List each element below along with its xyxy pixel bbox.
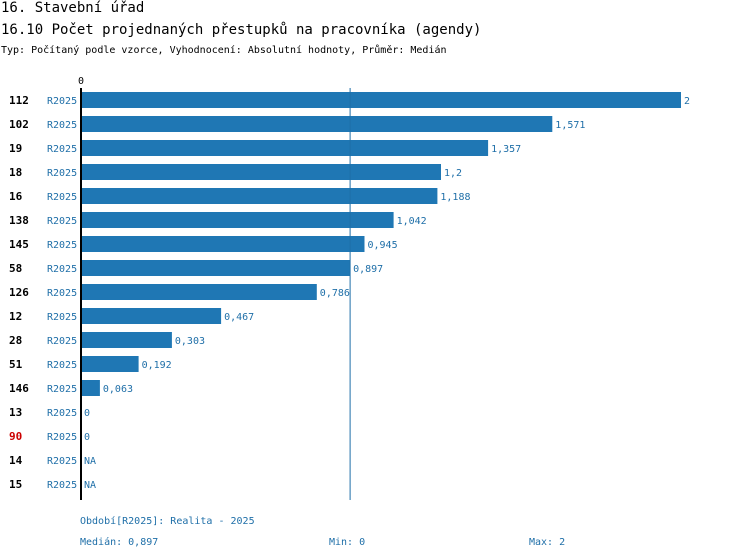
row-id-label: 12 [9, 310, 22, 323]
series-label: R2025 [47, 96, 77, 107]
row-id-label: 19 [9, 142, 22, 155]
row-id-label: 138 [9, 214, 29, 227]
value-label: 0,192 [142, 360, 172, 371]
value-label: 0 [84, 408, 90, 419]
value-label: 0,303 [175, 336, 205, 347]
bar [81, 188, 438, 204]
series-label: R2025 [47, 144, 77, 155]
series-label: R2025 [47, 480, 77, 491]
bar [81, 164, 441, 180]
bar [81, 92, 681, 108]
min-summary: Min: 0 [329, 537, 366, 548]
row-id-label: 28 [9, 334, 22, 347]
bar [81, 212, 394, 228]
series-label: R2025 [47, 312, 77, 323]
value-label: 0,786 [320, 288, 350, 299]
bar [81, 332, 172, 348]
bar [81, 260, 351, 276]
bar [81, 308, 222, 324]
value-label: 0,945 [368, 240, 398, 251]
page-title: 16. Stavební úřad [1, 0, 145, 16]
value-label: NA [84, 480, 96, 491]
series-label: R2025 [47, 408, 77, 419]
max-summary: Max: 2 [529, 537, 566, 548]
series-label: R2025 [47, 168, 77, 179]
row-id-label: 16 [9, 190, 23, 203]
value-label: 0,467 [224, 312, 254, 323]
row-id-label: 51 [9, 358, 23, 371]
series-label: R2025 [47, 336, 77, 347]
value-label: 2 [684, 96, 690, 107]
value-label: 0,063 [103, 384, 133, 395]
series-label: R2025 [47, 456, 77, 467]
bar [81, 140, 489, 156]
series-label: R2025 [47, 264, 77, 275]
value-label: 1,357 [491, 144, 521, 155]
series-label: R2025 [47, 360, 77, 371]
chart-title: 16.10 Počet projednaných přestupků na pr… [1, 22, 482, 38]
series-label: R2025 [47, 432, 77, 443]
row-id-label: 90 [9, 430, 22, 443]
median-summary: Medián: 0,897 [80, 537, 159, 548]
row-id-label: 18 [9, 166, 22, 179]
value-label: 1,2 [444, 168, 462, 179]
row-id-label: 112 [9, 94, 29, 107]
chart-description: Typ: Počítaný podle vzorce, Vyhodnocení:… [1, 45, 447, 56]
row-id-label: 145 [9, 238, 29, 251]
row-id-label: 14 [9, 454, 23, 467]
series-label: R2025 [47, 384, 77, 395]
value-label: 1,571 [555, 120, 585, 131]
bar [81, 236, 365, 252]
series-label: R2025 [47, 288, 77, 299]
row-id-label: 58 [9, 262, 22, 275]
series-label: R2025 [47, 192, 77, 203]
row-id-label: 146 [9, 382, 29, 395]
bar [81, 380, 100, 396]
value-label: 1,042 [397, 216, 427, 227]
series-label: R2025 [47, 240, 77, 251]
row-id-label: 15 [9, 478, 22, 491]
row-id-label: 13 [9, 406, 22, 419]
series-label: R2025 [47, 216, 77, 227]
value-label: NA [84, 456, 96, 467]
x-tick-label: 0 [78, 76, 84, 87]
bar [81, 356, 139, 372]
value-label: 1,188 [440, 192, 470, 203]
value-label: 0,897 [353, 264, 383, 275]
row-id-label: 126 [9, 286, 29, 299]
bar [81, 284, 317, 300]
series-label: R2025 [47, 120, 77, 131]
bar [81, 116, 553, 132]
value-label: 0 [84, 432, 90, 443]
period-legend: Období[R2025]: Realita - 2025 [80, 516, 255, 527]
row-id-label: 102 [9, 118, 29, 131]
